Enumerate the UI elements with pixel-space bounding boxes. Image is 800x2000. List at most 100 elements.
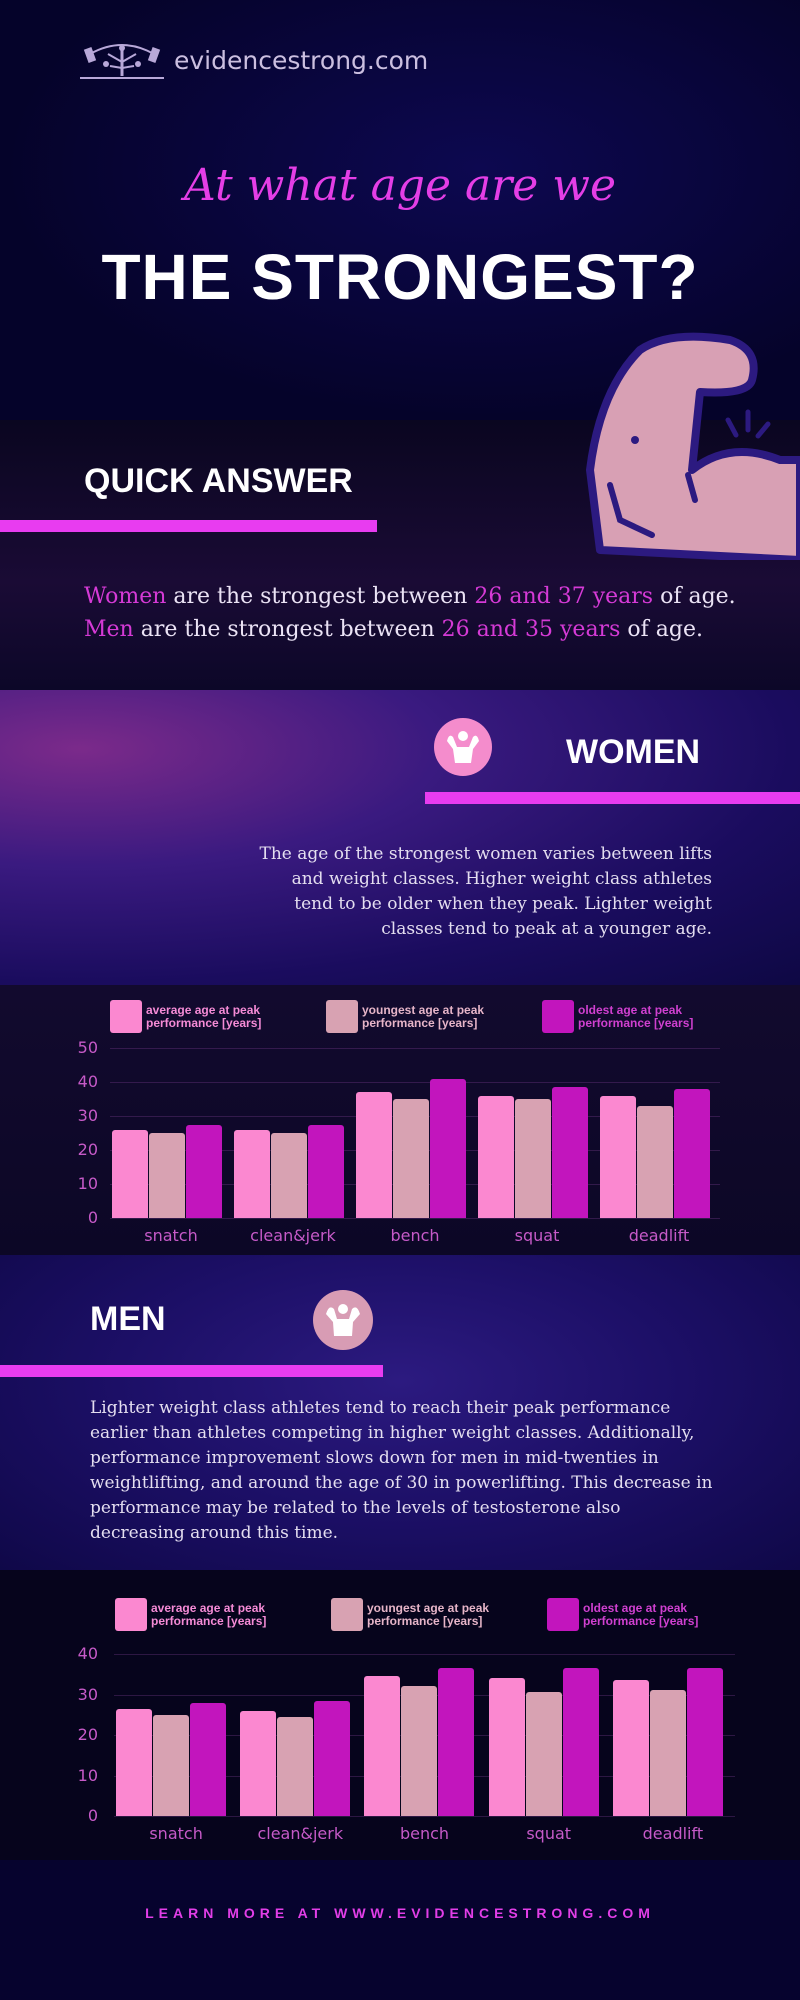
bar [277, 1716, 314, 1816]
bar [600, 1095, 636, 1218]
bar-group [364, 1668, 475, 1816]
bar [430, 1078, 466, 1218]
men-bar-chart: 0 10 20 30 40 snatch clean&jerk bench squat deadl… [70, 1640, 735, 1850]
legend-item-oldest: oldest age at peak performance [years] [547, 1598, 723, 1631]
y-tick-label: 30 [77, 1684, 98, 1704]
women-answer: Women are the strongest between 26 and 3… [84, 584, 736, 609]
bar [186, 1124, 222, 1218]
quick-answer-accent-bar [0, 520, 377, 532]
y-tick-label: 50 [77, 1038, 98, 1057]
bar [649, 1690, 686, 1816]
bar [153, 1714, 189, 1816]
bar [488, 1678, 525, 1816]
women-section [0, 690, 800, 985]
y-tick-label: 20 [77, 1140, 98, 1159]
bar [393, 1099, 429, 1218]
x-tick-label: deadlift [628, 1226, 690, 1245]
y-tick-label: 10 [77, 1174, 98, 1193]
legend-swatch [326, 1000, 358, 1033]
y-tick-label: 0 [87, 1806, 98, 1825]
x-tick-label: bench [390, 1226, 440, 1245]
legend-swatch [542, 1000, 574, 1033]
women-chart-legend: average age at peak performance [years] … [110, 1000, 718, 1033]
bar [525, 1692, 562, 1816]
bar [112, 1129, 148, 1218]
gridline [110, 1082, 720, 1083]
bar [314, 1700, 351, 1816]
bar [674, 1088, 710, 1218]
quick-answer-text: Women are the strongest between 26 and 3… [84, 580, 736, 646]
bar [271, 1133, 307, 1218]
page-title: THE STRONGEST? [101, 241, 699, 313]
gridline [110, 1048, 720, 1049]
men-section [0, 1255, 800, 1570]
women-bar-chart: 0 10 20 30 40 50 snatch clean&jerk bench squat dea… [70, 1038, 720, 1260]
logo[interactable]: evidencestrong.com [80, 40, 428, 80]
bar-group [240, 1700, 351, 1816]
x-tick-label: deadlift [642, 1824, 704, 1843]
footer-link[interactable]: LEARN MORE AT WWW.EVIDENCESTRONG.COM [145, 1905, 655, 1921]
footer-section [0, 1860, 800, 2000]
y-tick-label: 20 [77, 1725, 98, 1744]
women-description: The age of the strongest women varies be… [259, 844, 712, 939]
subtitle: At what age are we [184, 160, 616, 211]
legend-item-average: average age at peak performance [years] [110, 1000, 286, 1033]
legend-swatch [331, 1598, 363, 1631]
bar [478, 1095, 514, 1218]
gridline [110, 1218, 720, 1219]
x-tick-label: squat [514, 1226, 560, 1245]
bar-group [356, 1078, 467, 1218]
bar [438, 1668, 475, 1816]
y-tick-label: 40 [77, 1644, 98, 1663]
bar-group [234, 1124, 345, 1218]
legend-swatch [115, 1598, 147, 1631]
bar [686, 1668, 723, 1816]
bar [364, 1676, 401, 1816]
men-description: Lighter weight class athletes tend to re… [90, 1398, 713, 1543]
x-tick-label: snatch [144, 1226, 198, 1245]
woman-flexing-icon [434, 718, 492, 776]
gridline [114, 1816, 735, 1817]
legend-item-youngest: youngest age at peak performance [years] [331, 1598, 507, 1631]
man-flexing-icon [313, 1290, 373, 1350]
legend-swatch [110, 1000, 142, 1033]
bar-group [600, 1088, 711, 1218]
x-tick-label: squat [526, 1824, 572, 1843]
bar-group [112, 1124, 223, 1218]
x-tick-label: bench [399, 1824, 450, 1843]
bar [240, 1710, 277, 1816]
x-tick-label: clean&jerk [257, 1824, 344, 1843]
x-tick-label: clean&jerk [250, 1226, 336, 1245]
women-accent-bar [425, 792, 800, 804]
y-tick-label: 30 [77, 1106, 98, 1125]
bar-group [612, 1668, 724, 1816]
bar [552, 1087, 588, 1218]
bar [234, 1129, 270, 1218]
y-tick-label: 10 [77, 1765, 98, 1785]
bar [116, 1708, 152, 1816]
tree-barbell-logo-icon [80, 44, 164, 79]
legend-swatch [547, 1598, 579, 1631]
men-answer: Men are the strongest between 26 and 35 … [84, 617, 703, 642]
bar [637, 1105, 673, 1218]
men-chart-legend: average age at peak performance [years] … [115, 1598, 723, 1631]
bar [515, 1099, 551, 1218]
y-tick-label: 0 [87, 1208, 98, 1227]
men-accent-bar [0, 1365, 383, 1377]
x-tick-label: snatch [149, 1824, 203, 1843]
y-tick-label: 40 [77, 1072, 98, 1091]
bar [190, 1702, 226, 1816]
bar-group [478, 1087, 589, 1218]
bar-group [488, 1668, 600, 1816]
legend-item-average: average age at peak performance [years] [115, 1598, 291, 1631]
legend-item-oldest: oldest age at peak performance [years] [542, 1000, 718, 1033]
flexed-arm-icon [586, 332, 800, 560]
gridline [114, 1654, 735, 1655]
bar [149, 1133, 185, 1218]
men-heading: MEN [90, 1300, 166, 1338]
quick-answer-heading: QUICK ANSWER [84, 462, 353, 500]
logo-text: evidencestrong.com [174, 45, 429, 75]
bar [612, 1680, 649, 1816]
bar [401, 1686, 438, 1816]
legend-item-youngest: youngest age at peak performance [years] [326, 1000, 502, 1033]
